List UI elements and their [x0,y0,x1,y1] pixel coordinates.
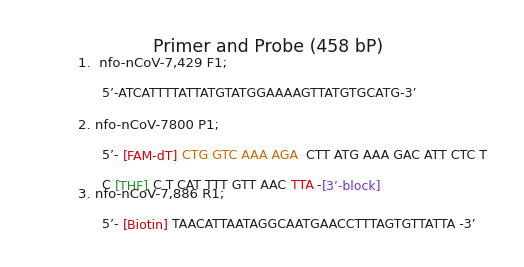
Text: 5’-ATCATTTTATTATGTATGGAAAAGTTATGTGCATG-3’: 5’-ATCATTTTATTATGTATGGAAAAGTTATGTGCATG-3… [102,87,417,100]
Text: [3’-block]: [3’-block] [322,179,381,192]
Text: 3. nfo-nCoV-7,886 R1;: 3. nfo-nCoV-7,886 R1; [78,188,224,201]
Text: [FAM-dT]: [FAM-dT] [123,149,178,162]
Text: TAACATTAATAGGCAATGAACCTTTAGTGTTATTA -3’: TAACATTAATAGGCAATGAACCTTTAGTGTTATTA -3’ [168,218,476,231]
Text: C: C [102,179,115,192]
Text: CAT TTT GTT AAC: CAT TTT GTT AAC [173,179,290,192]
Text: [Biotin]: [Biotin] [123,218,168,231]
Text: CTG GTC AAA AGA: CTG GTC AAA AGA [178,149,298,162]
Text: Primer and Probe (458 bP): Primer and Probe (458 bP) [154,38,384,56]
Text: CTT ATG AAA GAC ATT CTC T: CTT ATG AAA GAC ATT CTC T [298,149,487,162]
Text: TTA: TTA [290,179,313,192]
Text: -: - [313,179,322,192]
Text: 2. nfo-nCoV-7800 P1;: 2. nfo-nCoV-7800 P1; [78,119,219,132]
Text: [THF]: [THF] [115,179,149,192]
Text: 1.  nfo-nCoV-7,429 F1;: 1. nfo-nCoV-7,429 F1; [78,57,227,70]
Text: 5’-: 5’- [102,149,123,162]
Text: 5’-: 5’- [102,218,123,231]
Text: C T: C T [149,179,173,192]
